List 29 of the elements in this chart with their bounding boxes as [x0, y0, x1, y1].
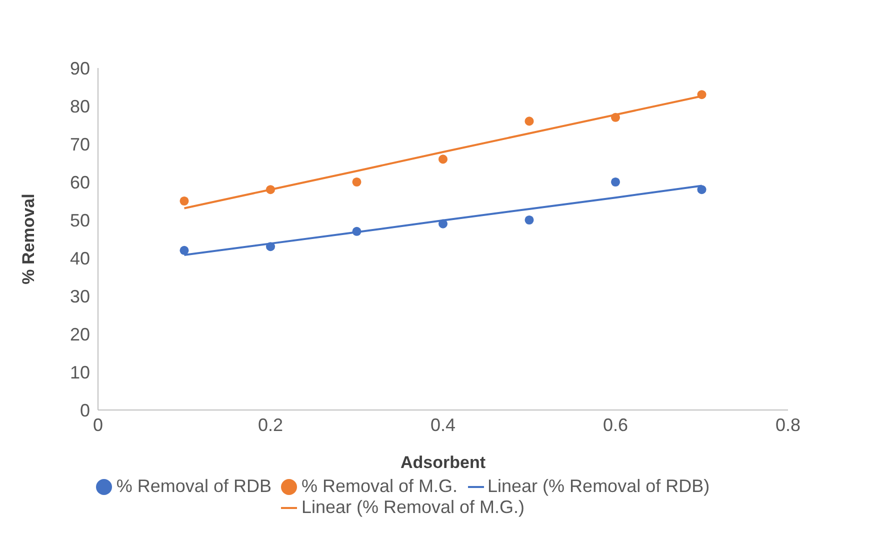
y-tick-label: 60 [70, 172, 90, 192]
legend-label: Linear (% Removal of M.G.) [301, 497, 525, 517]
legend-label: Linear (% Removal of RDB) [488, 476, 710, 496]
y-tick-label: 0 [80, 400, 90, 420]
x-tick-label: 0.6 [602, 414, 628, 435]
legend-label: % Removal of RDB [116, 476, 272, 496]
y-tick-label: 50 [70, 210, 90, 230]
point [352, 177, 362, 187]
x-tick-label: 0.2 [258, 414, 284, 435]
x-tick-label: 0 [92, 414, 104, 435]
x-tick-label: 0.4 [430, 414, 456, 435]
point [524, 116, 534, 126]
y-tick-label: 30 [70, 286, 90, 306]
point [180, 196, 189, 206]
legend-label: % Removal of M.G. [301, 476, 458, 496]
x-axis-title: Adsorbent [400, 453, 486, 472]
y-tick-label: 10 [70, 362, 90, 382]
point [438, 154, 448, 164]
y-tick-label: 70 [70, 134, 90, 154]
y-axis-title: % Removal [19, 194, 38, 284]
point [697, 185, 706, 194]
point [610, 177, 620, 187]
y-tick-label: 90 [70, 58, 90, 78]
y-tick-label: 80 [70, 96, 90, 116]
point [524, 215, 534, 225]
y-tick-label: 20 [70, 324, 90, 344]
y-tick-label: 40 [70, 248, 90, 268]
point [180, 246, 189, 255]
x-tick-label: 0.8 [775, 414, 801, 435]
